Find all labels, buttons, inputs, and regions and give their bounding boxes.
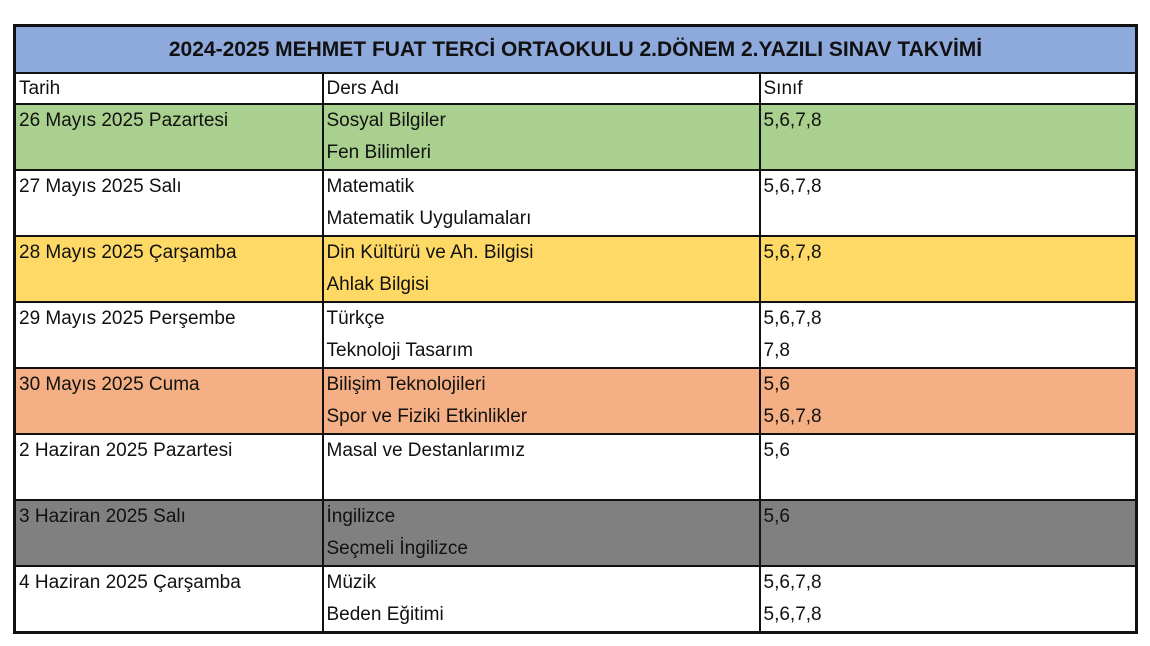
grade-cell-text: 5,6,7,8 [763,604,822,625]
course-cell-text: Fen Bilimleri [326,142,432,163]
course-cell: Bilişim Teknolojileri Spor ve Fiziki Etki… [321,367,761,435]
table-row: 26 Mayıs 2025 Pazartesi Sosyal Bilgiler Fe… [13,103,1138,171]
course-cell-text: Matematik [326,176,415,197]
grade-cell-text [764,533,1135,564]
date-cell: 28 Mayıs 2025 Çarşamba [13,235,324,303]
header-date: Tarih [13,72,324,105]
course-cell: Türkçe Teknoloji Tasarım [321,301,761,369]
course-cell-text [327,467,758,498]
table-row: 28 Mayıs 2025 Çarşamba Din Kültürü ve Ah.… [13,235,1138,303]
grade-cell: 5,6,7,8 7,8 [758,301,1138,369]
grade-cell-text [764,137,1135,168]
course-cell: Matematik Matematik Uygulamaları [321,169,761,237]
date-cell: 3 Haziran 2025 Salı [13,499,324,567]
grade-cell-text: 5,6,7,8 [763,308,822,329]
grade-cell: 5,6,7,8 [758,235,1138,303]
course-cell-text: Teknoloji Tasarım [326,340,473,361]
grade-cell: 5,6,7,8 5,6,7,8 [758,565,1138,634]
date-cell: 2 Haziran 2025 Pazartesi [13,433,324,501]
grade-cell: 5,6 [758,433,1138,501]
grade-cell-text: 5,6,7,8 [763,176,822,197]
course-cell: Masal ve Destanlarımız [321,433,761,501]
course-cell-text: İngilizce [326,506,396,527]
course-cell: Müzik Beden Eğitimi [321,565,761,634]
course-cell-text: Spor ve Fiziki Etkinlikler [326,406,528,427]
date-cell-text: 2 Haziran 2025 Pazartesi [19,440,233,461]
course-cell: Sosyal Bilgiler Fen Bilimleri [321,103,761,171]
grade-cell: 5,6 [758,499,1138,567]
date-cell-text: 28 Mayıs 2025 Çarşamba [19,242,237,263]
date-cell: 26 Mayıs 2025 Pazartesi [13,103,324,171]
date-cell-text: 30 Mayıs 2025 Cuma [19,374,200,395]
grade-cell: 5,6 5,6,7,8 [758,367,1138,435]
grade-cell-text: 5,6,7,8 [763,572,822,593]
course-cell-text: Din Kültürü ve Ah. Bilgisi [326,242,534,263]
date-cell: 29 Mayıs 2025 Perşembe [13,301,324,369]
course-cell-text: Müzik [326,572,377,593]
course-cell-text: Sosyal Bilgiler [326,110,446,131]
grade-cell-text [764,203,1135,234]
course-cell-text: Bilişim Teknolojileri [326,374,486,395]
header-grade: Sınıf [758,72,1138,105]
table-row: 3 Haziran 2025 Salı İngilizce Seçmeli İngi… [13,499,1138,567]
grade-cell-text [764,269,1135,300]
header-course: Ders Adı [321,72,761,105]
grade-cell-text: 5,6 [763,374,790,395]
title-row: 2024-2025 MEHMET FUAT TERCİ ORTAOKULU 2.… [13,24,1138,74]
date-cell-text: 29 Mayıs 2025 Perşembe [19,308,236,329]
table-row: 29 Mayıs 2025 Perşembe Türkçe Teknoloji Ta… [13,301,1138,369]
grade-cell-text: 7,8 [763,340,790,361]
course-cell-text: Türkçe [326,308,385,329]
course-cell-text: Matematik Uygulamaları [326,208,532,229]
table-row: 27 Mayıs 2025 Salı Matematik Matematik Uyg… [13,169,1138,237]
exam-schedule-table: 2024-2025 MEHMET FUAT TERCİ ORTAOKULU 2.… [13,24,1138,634]
table-row: 4 Haziran 2025 Çarşamba Müzik Beden Eğitim… [13,565,1138,634]
course-cell-text: Seçmeli İngilizce [326,538,469,559]
course-cell: İngilizce Seçmeli İngilizce [321,499,761,567]
course-cell-text: Ahlak Bilgisi [326,274,429,295]
date-cell: 30 Mayıs 2025 Cuma [13,367,324,435]
course-cell-text: Masal ve Destanlarımız [326,440,526,461]
table-row: 2 Haziran 2025 Pazartesi Masal ve Destanl… [13,433,1138,501]
course-cell: Din Kültürü ve Ah. Bilgisi Ahlak Bilgisi [321,235,761,303]
grade-cell-text: 5,6,7,8 [763,406,822,427]
grade-cell-text [764,467,1135,498]
table-title: 2024-2025 MEHMET FUAT TERCİ ORTAOKULU 2.… [13,24,1138,74]
date-cell-text: 4 Haziran 2025 Çarşamba [19,572,241,593]
grade-cell-text: 5,6 [763,506,790,527]
table-row: 30 Mayıs 2025 Cuma Bilişim Teknolojileri S… [13,367,1138,435]
grade-cell: 5,6,7,8 [758,103,1138,171]
date-cell: 4 Haziran 2025 Çarşamba [13,565,324,634]
course-cell-text: Beden Eğitimi [326,604,444,625]
header-row: Tarih Ders Adı Sınıf [13,72,1138,105]
date-cell-text: 26 Mayıs 2025 Pazartesi [19,110,229,131]
grade-cell: 5,6,7,8 [758,169,1138,237]
date-cell: 27 Mayıs 2025 Salı [13,169,324,237]
grade-cell-text: 5,6,7,8 [763,242,822,263]
date-cell-text: 27 Mayıs 2025 Salı [19,176,182,197]
grade-cell-text: 5,6,7,8 [763,110,822,131]
grade-cell-text: 5,6 [763,440,790,461]
date-cell-text: 3 Haziran 2025 Salı [19,506,186,527]
